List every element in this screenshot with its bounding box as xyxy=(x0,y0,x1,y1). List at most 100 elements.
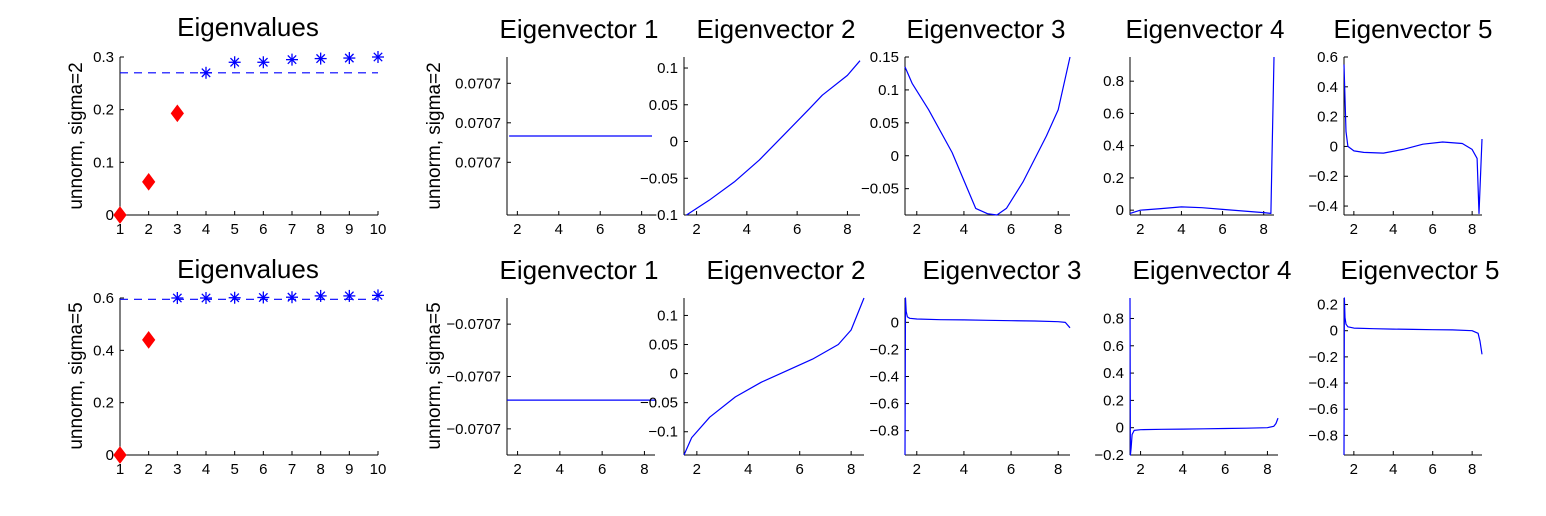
x-tick-label: 5 xyxy=(230,461,238,478)
y-tick-label: 0.4 xyxy=(93,342,114,359)
y-axis-label: unnorm, sigma=2 xyxy=(424,62,445,209)
y-tick-label: −0.2 xyxy=(1094,447,1124,464)
y-tick-label: 0 xyxy=(1116,202,1124,219)
y-tick-label: −0.05 xyxy=(640,395,678,412)
eigenvector-curve xyxy=(1343,64,1483,215)
y-tick-label: 0.1 xyxy=(657,60,678,77)
panel-title: Eigenvector 5 xyxy=(1334,14,1493,44)
x-tick-label: 6 xyxy=(1007,221,1015,238)
y-tick-label: −0.8 xyxy=(869,423,899,440)
y-tick-label: 0.8 xyxy=(1103,310,1124,327)
x-tick-label: 4 xyxy=(202,221,210,238)
y-tick-label: 0.05 xyxy=(649,97,678,114)
y-tick-label: 0.1 xyxy=(878,82,899,99)
eigenvalue-asterisk-marker xyxy=(314,289,327,302)
y-tick-label: 0 xyxy=(670,134,678,151)
x-tick-label: 6 xyxy=(259,461,267,478)
x-tick-label: 2 xyxy=(144,221,152,238)
eigenvalue-asterisk-marker xyxy=(171,292,184,304)
x-tick-label: 6 xyxy=(793,221,801,238)
x-tick-label: 9 xyxy=(345,221,353,238)
panel-title: Eigenvector 3 xyxy=(923,255,1082,285)
panel-2: Eigenvector 1 unnorm, sigma=2 2 4 6 8 0.0707 0.… xyxy=(424,14,658,238)
eigenvalue-diamond-marker xyxy=(113,446,127,464)
y-tick-label: 0.2 xyxy=(1103,392,1124,409)
eigenvector-curve xyxy=(1129,297,1279,456)
x-tick-label: 8 xyxy=(1260,221,1268,238)
y-tick-label: 0.15 xyxy=(870,49,899,66)
panel-title: Eigenvector 5 xyxy=(1341,255,1500,285)
x-tick-label: 2 xyxy=(513,461,521,478)
x-tick-label: 2 xyxy=(1350,221,1358,238)
x-tick-label: 4 xyxy=(960,221,968,238)
x-tick-label: 6 xyxy=(596,221,604,238)
y-tick-label: −0.0707 xyxy=(446,316,501,333)
panel-1: Eigenvalues unnorm, sigma=2 1 2 3 4 5 6 7 8 9 10 0 0.… xyxy=(66,12,386,238)
panel-7: Eigenvalues unnorm, sigma=5 1 2 3 4 5 6 7 8 9 10 0 0.… xyxy=(66,254,386,478)
y-tick-label: 0.05 xyxy=(649,337,678,354)
x-tick-label: 4 xyxy=(202,461,210,478)
y-tick-label: 0 xyxy=(670,366,678,383)
y-tick-label: 0.6 xyxy=(1317,49,1338,66)
x-tick-label: 1 xyxy=(116,221,124,238)
y-tick-label: 0.1 xyxy=(657,307,678,324)
x-tick-label: 4 xyxy=(743,221,751,238)
y-tick-label: −0.4 xyxy=(869,369,899,386)
y-tick-label: 0 xyxy=(891,314,899,331)
panel-5: Eigenvector 4 2 4 6 8 0 0.2 0.4 0.6 0.8 xyxy=(1103,14,1284,238)
eigenvalue-asterisk-marker xyxy=(228,56,241,69)
x-tick-label: 7 xyxy=(288,221,296,238)
y-tick-label: 0.0707 xyxy=(455,115,501,132)
eigenvalue-diamond-marker xyxy=(142,331,156,349)
y-tick-label: 0.6 xyxy=(93,290,114,307)
y-tick-label: −0.05 xyxy=(640,170,678,187)
panel-12: Eigenvector 5 2 4 6 8 −0.8 −0.6 −0.4 −0.2 0 0.2 xyxy=(1308,255,1499,478)
y-tick-label: −0.0707 xyxy=(446,369,501,386)
eigenvalue-asterisk-marker xyxy=(343,289,356,302)
eigenvalue-asterisk-marker xyxy=(286,53,298,66)
x-tick-label: 4 xyxy=(556,461,564,478)
panel-9: Eigenvector 2 2 4 6 8 −0.1 −0.05 0 0.05 0.1 xyxy=(640,255,865,478)
eigenvalue-asterisk-marker xyxy=(372,51,384,63)
eigenvalue-asterisk-marker xyxy=(228,291,241,304)
x-tick-label: 6 xyxy=(1218,221,1226,238)
eigenvalue-asterisk-marker xyxy=(286,291,298,304)
panel-8: Eigenvector 1 unnorm, sigma=5 2 4 6 8 −0.0707 −… xyxy=(424,255,658,478)
x-tick-label: 8 xyxy=(1263,461,1271,478)
y-tick-label: −0.2 xyxy=(869,341,899,358)
y-tick-label: 0.6 xyxy=(1103,338,1124,355)
x-tick-label: 8 xyxy=(1468,221,1476,238)
y-tick-label: 0 xyxy=(1116,420,1124,437)
panel-10: Eigenvector 3 2 4 6 8 −0.8 −0.6 −0.4 −0.2 0 xyxy=(869,255,1081,478)
x-tick-label: 6 xyxy=(1429,461,1437,478)
x-tick-label: 2 xyxy=(1136,221,1144,238)
eigenvalue-asterisk-marker xyxy=(257,56,270,69)
x-tick-label: 8 xyxy=(1468,461,1476,478)
panel-title: Eigenvector 4 xyxy=(1133,255,1292,285)
eigenvector-curve xyxy=(1343,297,1483,456)
y-tick-label: 0.4 xyxy=(1103,365,1124,382)
panel-title: Eigenvalues xyxy=(177,254,319,284)
eigenvector-curve xyxy=(1129,56,1275,214)
y-tick-label: 0.2 xyxy=(93,395,114,412)
x-tick-label: 9 xyxy=(345,461,353,478)
y-tick-label: 0 xyxy=(106,447,114,464)
eigenvalue-diamond-marker xyxy=(113,206,127,224)
y-tick-label: 0.2 xyxy=(93,102,114,119)
y-tick-label: 0.05 xyxy=(870,115,899,132)
x-tick-label: 4 xyxy=(1389,221,1397,238)
y-tick-label: 0.1 xyxy=(93,154,114,171)
x-tick-label: 4 xyxy=(1179,461,1187,478)
panel-11: Eigenvector 4 2 4 6 8 −0.2 0 0.2 0.4 0.6 0.8 xyxy=(1094,255,1291,478)
x-tick-label: 4 xyxy=(960,461,968,478)
x-tick-label: 7 xyxy=(288,461,296,478)
x-tick-label: 6 xyxy=(598,461,606,478)
panel-6: Eigenvector 5 2 4 6 8 −0.4 −0.2 0 0.2 0.4 0.6 xyxy=(1308,14,1492,238)
eigenvalue-asterisk-marker xyxy=(314,52,327,65)
eigenvalue-asterisk-marker xyxy=(343,52,356,65)
x-tick-label: 6 xyxy=(796,461,804,478)
x-tick-label: 2 xyxy=(913,461,921,478)
y-tick-label: −0.05 xyxy=(861,181,899,198)
y-tick-label: 0 xyxy=(891,148,899,165)
